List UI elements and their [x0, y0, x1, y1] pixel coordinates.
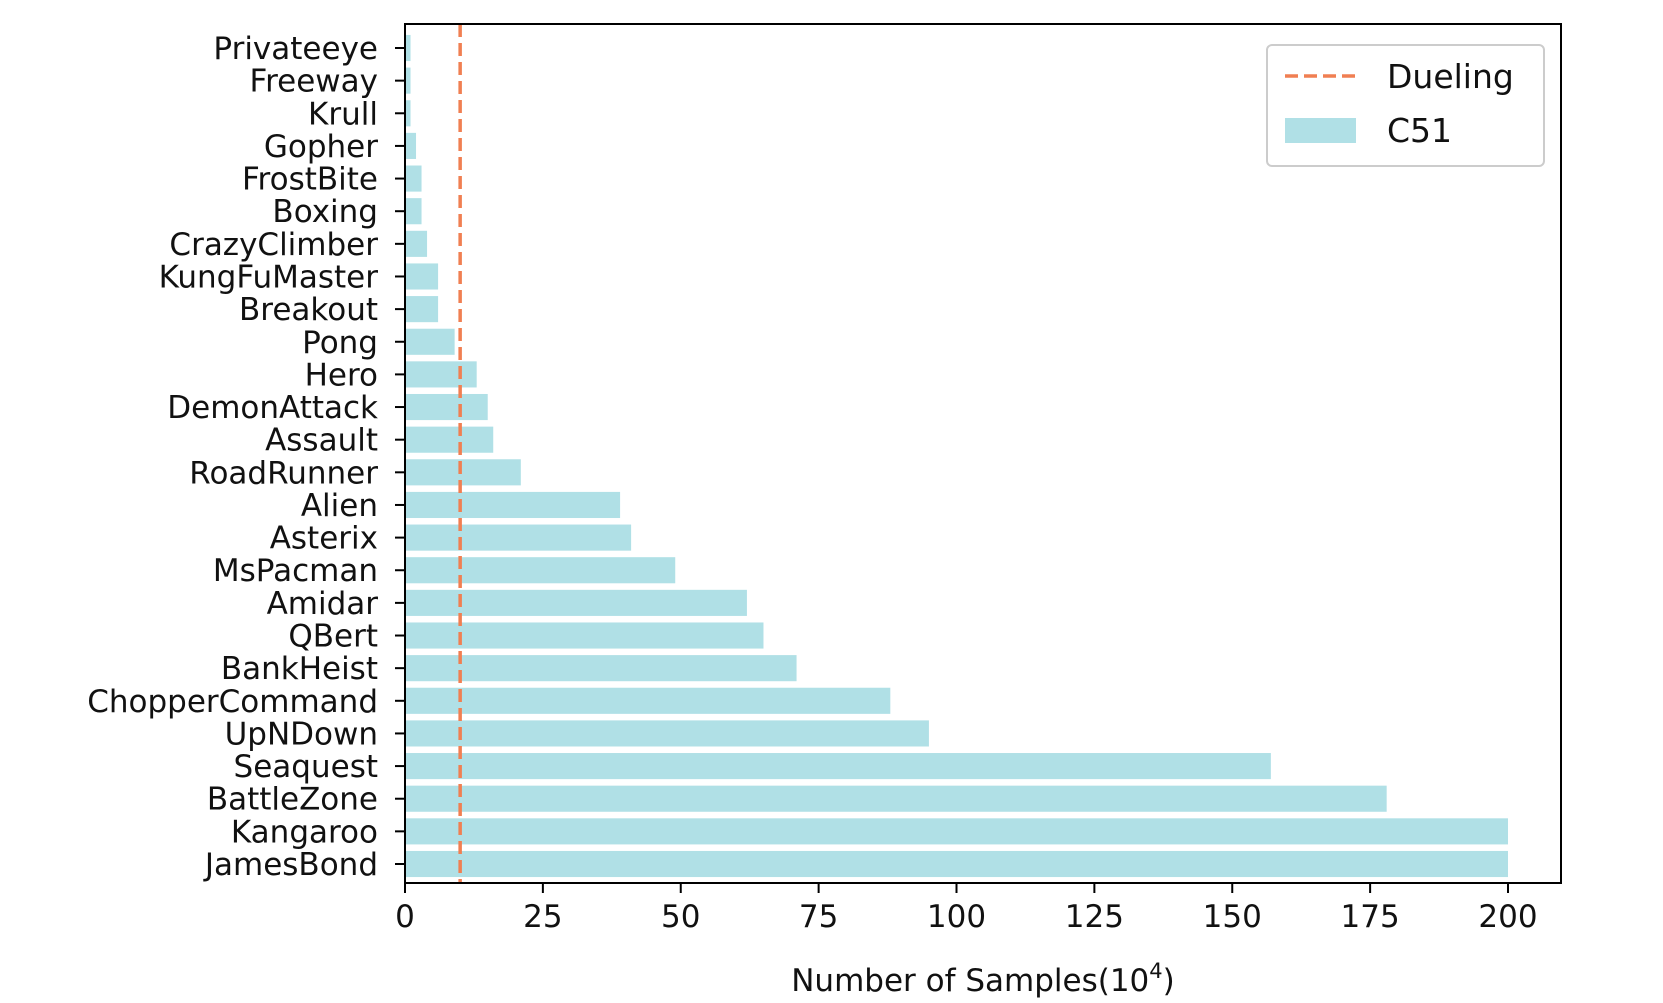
- bar-crazyclimber: [405, 230, 428, 257]
- y-tick-label: Boxing: [272, 194, 378, 230]
- y-tick-label: Kangaroo: [231, 814, 378, 850]
- legend-dueling-label: Dueling: [1387, 57, 1514, 96]
- y-tick-label: QBert: [288, 619, 378, 655]
- bar-hero: [405, 361, 477, 388]
- bar-kungfumaster: [405, 263, 439, 290]
- x-axis-title-exponent: 4: [1149, 959, 1162, 983]
- y-tick-label: CrazyClimber: [169, 227, 378, 263]
- x-tick-label: 50: [661, 899, 700, 935]
- x-axis: 0 25 50 75 100 125 150 175 200: [395, 883, 1538, 935]
- bar-amidar: [405, 589, 747, 616]
- bar-kangaroo: [405, 818, 1508, 845]
- bar-jamesbond: [405, 850, 1508, 878]
- bar-assault: [405, 426, 494, 453]
- x-tick-label: 25: [523, 899, 562, 935]
- legend-c51-swatch: [1285, 118, 1356, 143]
- bar-asterix: [405, 524, 632, 551]
- y-tick-label: BankHeist: [221, 651, 378, 687]
- x-tick-label: 75: [799, 899, 838, 935]
- y-tick-label: Alien: [301, 488, 378, 524]
- legend: Dueling C51: [1266, 44, 1545, 167]
- x-tick-label: 150: [1203, 899, 1262, 935]
- y-tick-label: Gopher: [264, 129, 378, 165]
- bar-privateeye: [405, 34, 411, 62]
- y-tick-label: Privateeye: [213, 31, 378, 67]
- y-tick-label: Asterix: [270, 521, 378, 557]
- bar-krull: [405, 100, 411, 127]
- y-tick-label: BattleZone: [207, 782, 378, 818]
- bar-gopher: [405, 132, 417, 159]
- y-tick-label: Freeway: [250, 64, 378, 100]
- bar-freeway: [405, 67, 411, 94]
- x-tick-label: 125: [1065, 899, 1124, 935]
- bar-boxing: [405, 198, 422, 225]
- bar-alien: [405, 491, 621, 519]
- y-tick-label: Hero: [305, 357, 378, 393]
- y-tick-label: ChopperCommand: [87, 684, 378, 720]
- y-tick-label: Krull: [308, 96, 378, 132]
- bars-layer: [405, 34, 1508, 878]
- y-tick-label: Breakout: [239, 292, 378, 328]
- bar-battlezone: [405, 785, 1387, 812]
- y-tick-label: Amidar: [267, 586, 379, 622]
- bar-breakout: [405, 296, 439, 323]
- bar-bankheist: [405, 655, 797, 682]
- x-axis-title: Number of Samples(104): [791, 959, 1175, 999]
- x-tick-label: 175: [1341, 899, 1400, 935]
- y-tick-label: DemonAttack: [167, 390, 378, 426]
- y-tick-label: RoadRunner: [189, 455, 378, 491]
- bar-frostbite: [405, 165, 422, 192]
- x-tick-label: 200: [1478, 899, 1537, 935]
- x-axis-title-main: Number of Samples(10: [791, 963, 1149, 999]
- y-tick-label: MsPacman: [213, 553, 378, 589]
- legend-c51-label: C51: [1387, 111, 1452, 150]
- y-tick-label: Pong: [302, 325, 378, 361]
- bar-choppercommand: [405, 687, 891, 714]
- y-tick-label: UpNDown: [225, 716, 378, 752]
- bar-mspacman: [405, 557, 676, 584]
- y-axis: PrivateeyeFreewayKrullGopherFrostBiteBox…: [87, 31, 405, 883]
- bar-roadrunner: [405, 459, 521, 486]
- y-tick-label: KungFuMaster: [159, 259, 379, 295]
- x-axis-title-suffix: ): [1163, 963, 1175, 999]
- bar-qbert: [405, 622, 764, 649]
- y-tick-label: FrostBite: [242, 162, 378, 198]
- y-tick-label: Seaquest: [234, 749, 378, 785]
- y-tick-label: Assault: [265, 423, 378, 459]
- x-tick-label: 100: [927, 899, 986, 935]
- plot-frame: [404, 23, 1562, 884]
- bar-upndown: [405, 720, 929, 747]
- bar-demonattack: [405, 393, 488, 421]
- bar-seaquest: [405, 753, 1271, 780]
- x-tick-label: 0: [395, 899, 415, 935]
- y-tick-label: JamesBond: [203, 847, 378, 883]
- bar-pong: [405, 328, 455, 355]
